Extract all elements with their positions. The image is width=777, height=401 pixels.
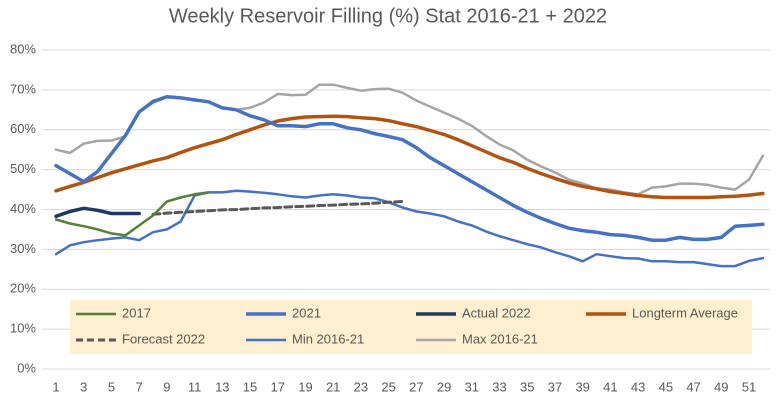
x-tick-label: 45 [659, 379, 673, 394]
series-line [54, 191, 210, 237]
series-line [54, 206, 141, 219]
legend-label: Forecast 2022 [122, 331, 205, 346]
legend-label: Actual 2022 [462, 305, 531, 320]
y-tick-label: 50% [10, 161, 36, 176]
legend: 2017 2021 Actual 2022 Longterm Average Forec… [76, 305, 738, 346]
y-tick-label: 30% [10, 241, 36, 256]
legend-label: Min 2016-21 [292, 331, 364, 346]
x-tick-label: 3 [80, 379, 87, 394]
x-tick-label: 21 [326, 379, 340, 394]
y-tick-label: 60% [10, 121, 36, 136]
chart-title: Weekly Reservoir Filling (%) Stat 2016-2… [169, 5, 607, 27]
y-tick-label: 20% [10, 281, 36, 296]
x-tick-label: 23 [354, 379, 368, 394]
x-tick-label: 43 [631, 379, 645, 394]
x-tick-label: 35 [520, 379, 534, 394]
x-tick-label: 19 [298, 379, 312, 394]
x-tick-label: 31 [465, 379, 479, 394]
x-tick-label: 47 [686, 379, 700, 394]
x-axis: 1 3 5 7 9 11 13 15 17 19 21 23 25 27 29 31 33 35 37 39 41 43 4… [52, 379, 756, 394]
legend-label: Max 2016-21 [462, 331, 538, 346]
y-tick-label: 40% [10, 201, 36, 216]
x-tick-label: 49 [714, 379, 728, 394]
x-tick-label: 41 [603, 379, 617, 394]
series-line [54, 189, 765, 268]
x-tick-label: 13 [215, 379, 229, 394]
y-tick-label: 80% [10, 41, 36, 56]
legend-label: 2021 [292, 305, 321, 320]
x-tick-label: 39 [575, 379, 589, 394]
x-tick-label: 15 [243, 379, 257, 394]
y-tick-label: 0% [17, 360, 36, 375]
x-tick-label: 1 [52, 379, 59, 394]
x-tick-label: 11 [188, 379, 202, 394]
legend-label: 2017 [122, 305, 151, 320]
series-line [151, 200, 404, 216]
y-tick-label: 10% [10, 321, 36, 336]
x-tick-label: 33 [492, 379, 506, 394]
x-tick-label: 17 [271, 379, 285, 394]
x-tick-label: 9 [163, 379, 170, 394]
x-tick-label: 37 [548, 379, 562, 394]
x-tick-label: 25 [381, 379, 395, 394]
legend-box [70, 300, 752, 354]
y-tick-label: 70% [10, 81, 36, 96]
series-line [54, 94, 765, 242]
x-tick-label: 29 [437, 379, 451, 394]
x-tick-label: 7 [136, 379, 143, 394]
x-tick-label: 5 [108, 379, 115, 394]
lines [54, 83, 765, 268]
series-line [54, 83, 765, 196]
x-tick-label: 27 [409, 379, 423, 394]
x-tick-label: 51 [742, 379, 756, 394]
legend-label: Longterm Average [632, 305, 738, 320]
series-line [54, 114, 765, 200]
